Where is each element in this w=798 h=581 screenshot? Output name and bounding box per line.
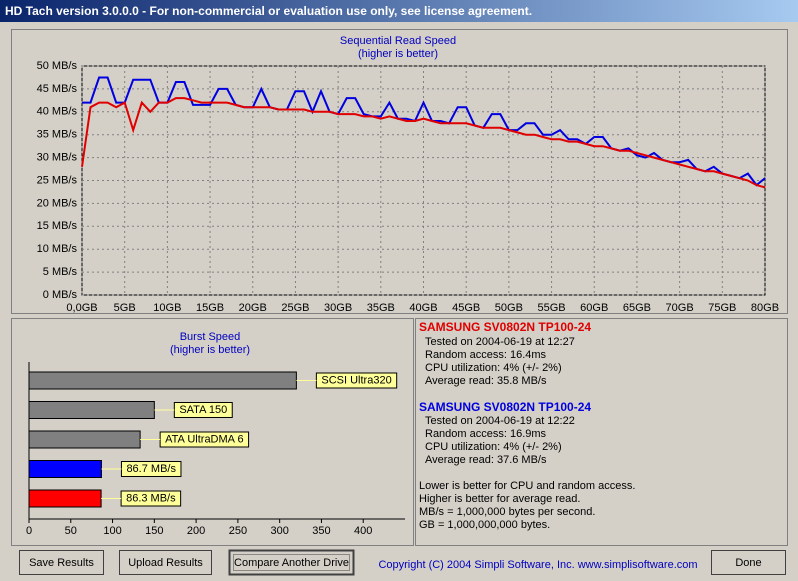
button-label[interactable]: Done [735, 557, 761, 569]
copyright: Copyright (C) 2004 Simpli Software, Inc.… [378, 559, 697, 571]
read-panel [11, 29, 788, 314]
x-tick-label: 55GB [537, 302, 565, 314]
series-line [81, 97, 766, 189]
y-tick-label: 25 MB/s [37, 174, 78, 186]
drive-name: SAMSUNG SV0802N TP100-24 [419, 320, 591, 334]
y-tick-label: 40 MB/s [37, 106, 78, 118]
x-tick-label: 300 [270, 525, 288, 537]
bar [28, 430, 141, 449]
compare-button[interactable]: Compare Another Drive [228, 549, 355, 576]
note: Lower is better for CPU and random acces… [419, 480, 635, 492]
chart-title: Burst Speed [180, 331, 241, 343]
button-label[interactable]: Compare Another Drive [234, 557, 349, 569]
x-tick-label: 70GB [666, 302, 694, 314]
x-tick-label: 35GB [367, 302, 395, 314]
x-tick-label: 5GB [114, 302, 136, 314]
y-tick-label: 50 MB/s [37, 60, 78, 72]
x-tick-label: 20GB [239, 302, 267, 314]
value-label: 86.3 MB/s [126, 492, 176, 504]
y-tick-label: 35 MB/s [37, 129, 78, 141]
info-panel [415, 318, 788, 546]
y-tick-label: 45 MB/s [37, 83, 78, 95]
x-tick-label: 250 [229, 525, 247, 537]
bar [28, 401, 155, 419]
chart-title: Sequential Read Speed [340, 35, 456, 47]
burst-panel [11, 318, 414, 546]
info-line: Tested on 2004-06-19 at 12:27 [425, 336, 575, 348]
x-tick-label: 45GB [452, 302, 480, 314]
x-tick-label: 15GB [196, 302, 224, 314]
note: Higher is better for average read. [419, 493, 580, 505]
x-tick-label: 25GB [281, 302, 309, 314]
note: GB = 1,000,000,000 bytes. [419, 519, 550, 531]
chart-subtitle: (higher is better) [358, 48, 438, 60]
x-tick-label: 0 [26, 525, 32, 537]
y-tick-label: 15 MB/s [37, 220, 78, 232]
bar [28, 460, 102, 478]
info-line: CPU utilization: 4% (+/- 2%) [425, 362, 562, 374]
button-label[interactable]: Upload Results [128, 557, 203, 569]
info-line: Average read: 35.8 MB/s [425, 375, 547, 387]
x-tick-label: 150 [145, 525, 163, 537]
chart-subtitle: (higher is better) [170, 344, 250, 356]
y-tick-label: 20 MB/s [37, 197, 78, 209]
info-line: Average read: 37.6 MB/s [425, 454, 547, 466]
info-line: Tested on 2004-06-19 at 12:22 [425, 415, 575, 427]
upload-button[interactable]: Upload Results [119, 550, 212, 575]
x-tick-label: 50 [65, 525, 77, 537]
value-label: 86.7 MB/s [126, 463, 176, 475]
bar [28, 371, 297, 390]
drive-name: SAMSUNG SV0802N TP100-24 [419, 400, 591, 414]
bar [28, 489, 102, 508]
x-tick-label: 100 [103, 525, 121, 537]
info-line: Random access: 16.9ms [425, 428, 547, 440]
y-tick-label: 5 MB/s [43, 266, 78, 278]
y-tick-label: 30 MB/s [37, 152, 78, 164]
x-tick-label: 350 [312, 525, 330, 537]
x-tick-label: 400 [354, 525, 372, 537]
x-tick-label: 30GB [324, 302, 352, 314]
series-line [82, 76, 766, 187]
x-tick-label: 75GB [708, 302, 736, 314]
note: MB/s = 1,000,000 bytes per second. [419, 506, 595, 518]
done-button[interactable]: Done [711, 550, 786, 575]
title-bar [0, 0, 798, 22]
x-tick-label: 80GB [751, 302, 779, 314]
button-label[interactable]: Save Results [29, 557, 94, 569]
bar-label: SATA 150 [179, 404, 227, 416]
info-line: Random access: 16.4ms [425, 349, 547, 361]
x-tick-label: 65GB [623, 302, 651, 314]
info-line: CPU utilization: 4% (+/- 2%) [425, 441, 562, 453]
x-tick-label: 200 [187, 525, 205, 537]
x-tick-label: 10GB [153, 302, 181, 314]
y-tick-label: 0 MB/s [43, 289, 78, 301]
x-tick-label: 50GB [495, 302, 523, 314]
bar-label: SCSI Ultra320 [321, 374, 391, 386]
x-tick-label: 60GB [580, 302, 608, 314]
bar-label: ATA UltraDMA 6 [165, 433, 243, 445]
y-tick-label: 10 MB/s [37, 243, 78, 255]
save-button[interactable]: Save Results [19, 550, 104, 575]
window-title: HD Tach version 3.0.0.0 - For non-commer… [5, 4, 532, 18]
x-tick-label: 0,0GB [66, 302, 97, 314]
x-tick-label: 40GB [409, 302, 437, 314]
